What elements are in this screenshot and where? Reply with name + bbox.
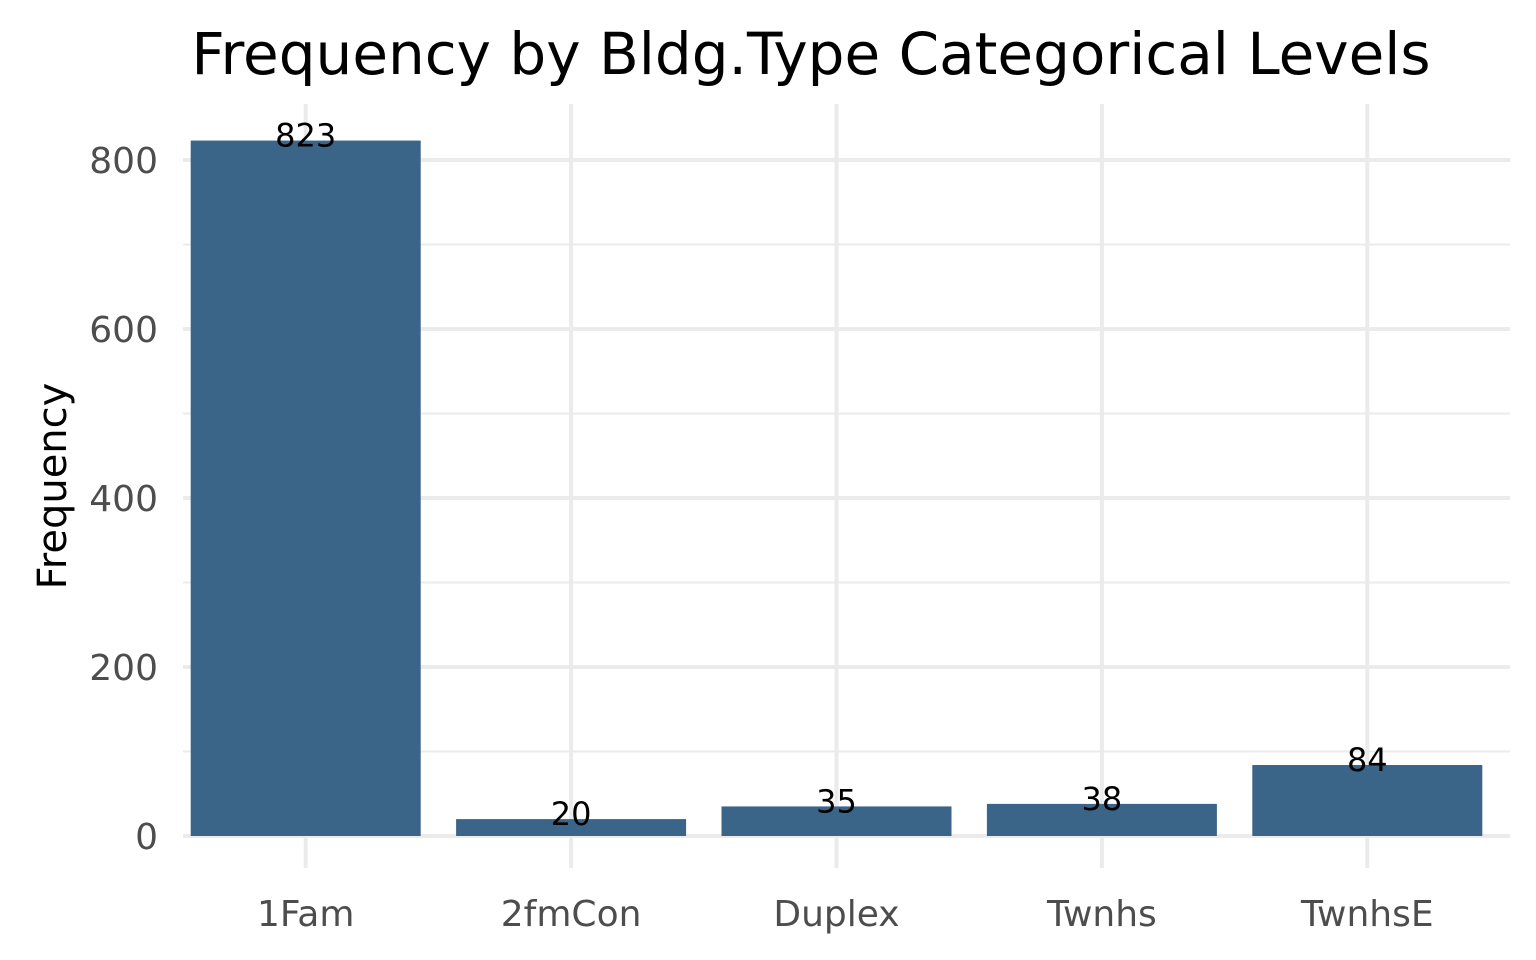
bar-Duplex <box>721 806 952 836</box>
x-tick-label-2fmCon: 2fmCon <box>501 894 642 935</box>
bars <box>190 140 1483 836</box>
chart-title: Frequency by Bldg.Type Categorical Level… <box>191 20 1430 88</box>
y-tick-label: 200 <box>89 648 158 689</box>
y-tick-label: 400 <box>89 479 158 520</box>
bar-TwnhsE <box>1252 765 1483 836</box>
x-tick-label-TwnhsE: TwnhsE <box>1300 894 1434 935</box>
x-axis-tick-labels: 1Fam 2fmCon Duplex Twnhs TwnhsE <box>257 894 1434 935</box>
x-tick-label-Duplex: Duplex <box>773 894 899 935</box>
y-tick-label: 800 <box>89 141 158 182</box>
data-label-2fmCon: 20 <box>551 795 592 833</box>
bar-1Fam <box>190 140 421 836</box>
data-label-1Fam: 823 <box>275 117 336 155</box>
y-tick-label: 600 <box>89 310 158 351</box>
data-label-Duplex: 35 <box>816 782 857 820</box>
y-tick-label: 0 <box>135 817 158 858</box>
data-label-Twnhs: 38 <box>1082 780 1123 818</box>
data-labels: 823 20 35 38 84 <box>275 117 1387 834</box>
bar-Twnhs <box>986 803 1217 836</box>
data-label-TwnhsE: 84 <box>1347 741 1388 779</box>
x-tick-label-1Fam: 1Fam <box>257 894 354 935</box>
y-axis-title: Frequency <box>30 383 76 590</box>
y-axis-tick-labels: 0 200 400 600 800 <box>89 141 158 858</box>
x-tick-label-Twnhs: Twnhs <box>1046 894 1157 935</box>
bar-2fmCon <box>456 819 687 836</box>
